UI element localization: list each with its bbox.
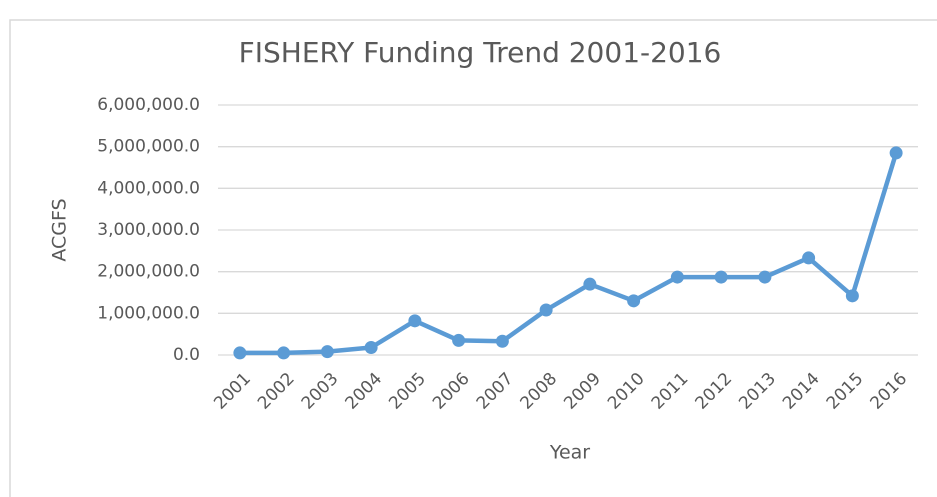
y-tick-label: 5,000,000.0: [97, 137, 200, 157]
chart-border: [9, 19, 937, 497]
data-point: [845, 289, 859, 303]
data-point: [583, 277, 597, 291]
y-tick-label: 0.0: [173, 345, 200, 365]
chart-title: FISHERY Funding Trend 2001-2016: [239, 36, 722, 69]
data-point: [539, 303, 553, 317]
data-point: [802, 251, 816, 265]
data-point: [758, 270, 772, 284]
data-point: [320, 345, 334, 359]
data-point: [889, 146, 903, 160]
y-tick-label: 1,000,000.0: [97, 303, 200, 323]
y-tick-label: 6,000,000.0: [97, 95, 200, 115]
data-point: [364, 341, 378, 354]
y-axis-label: ACGFS: [49, 198, 71, 261]
x-axis-label: Year: [549, 442, 590, 464]
data-point: [452, 333, 466, 347]
data-point: [495, 334, 509, 348]
data-line: [239, 152, 899, 356]
data-point: [627, 294, 641, 308]
y-tick-label: 4,000,000.0: [97, 178, 200, 198]
data-point: [233, 346, 247, 360]
data-point: [408, 314, 422, 328]
data-point: [670, 270, 684, 284]
data-point: [277, 346, 291, 360]
y-tick-label: 3,000,000.0: [97, 220, 200, 240]
y-tick-label: 2,000,000.0: [97, 262, 200, 282]
data-point: [714, 270, 728, 284]
